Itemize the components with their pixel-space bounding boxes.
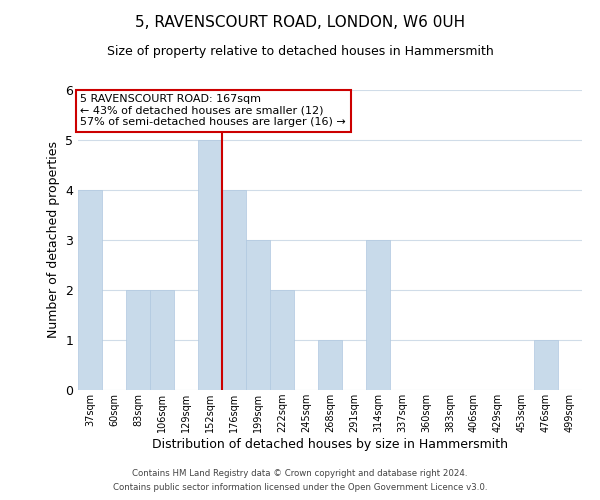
- Text: Contains public sector information licensed under the Open Government Licence v3: Contains public sector information licen…: [113, 484, 487, 492]
- Y-axis label: Number of detached properties: Number of detached properties: [47, 142, 59, 338]
- X-axis label: Distribution of detached houses by size in Hammersmith: Distribution of detached houses by size …: [152, 438, 508, 451]
- Text: Size of property relative to detached houses in Hammersmith: Size of property relative to detached ho…: [107, 45, 493, 58]
- Bar: [150, 290, 174, 390]
- Text: Contains HM Land Registry data © Crown copyright and database right 2024.: Contains HM Land Registry data © Crown c…: [132, 468, 468, 477]
- Bar: [318, 340, 342, 390]
- Bar: [270, 290, 294, 390]
- Bar: [126, 290, 150, 390]
- Bar: [246, 240, 270, 390]
- Text: 5, RAVENSCOURT ROAD, LONDON, W6 0UH: 5, RAVENSCOURT ROAD, LONDON, W6 0UH: [135, 15, 465, 30]
- Bar: [222, 190, 246, 390]
- Bar: [78, 190, 102, 390]
- Bar: [534, 340, 558, 390]
- Text: 5 RAVENSCOURT ROAD: 167sqm
← 43% of detached houses are smaller (12)
57% of semi: 5 RAVENSCOURT ROAD: 167sqm ← 43% of deta…: [80, 94, 346, 127]
- Bar: [198, 140, 222, 390]
- Bar: [366, 240, 390, 390]
